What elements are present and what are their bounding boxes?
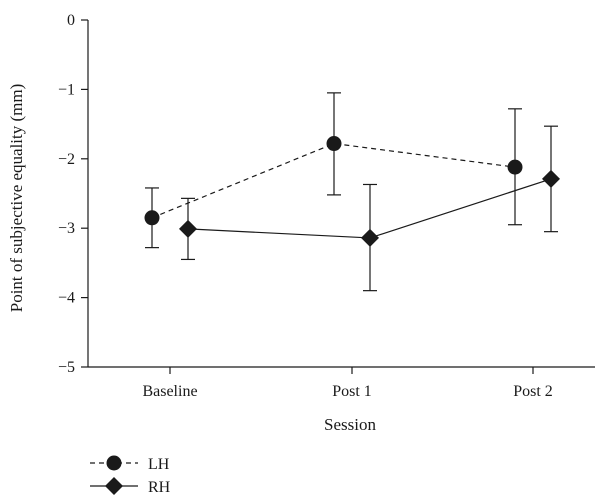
y-axis-ticks: 0 −1 −2 −3 −4 −5 bbox=[58, 12, 88, 376]
data-point-lh bbox=[144, 210, 160, 226]
series-lh bbox=[144, 92, 523, 249]
y-tick-label: −2 bbox=[58, 151, 75, 168]
legend-label: RH bbox=[148, 479, 171, 496]
y-tick-label: −1 bbox=[58, 81, 75, 98]
data-point-lh bbox=[326, 136, 342, 152]
y-tick-label: 0 bbox=[67, 12, 75, 29]
legend-label: LH bbox=[148, 456, 170, 473]
y-tick-label: −5 bbox=[58, 359, 75, 376]
x-axis-title: Session bbox=[324, 415, 376, 434]
series-rh bbox=[179, 125, 560, 292]
legend-marker bbox=[106, 455, 122, 471]
y-tick-label: −4 bbox=[58, 290, 75, 307]
x-tick-label: Post 1 bbox=[332, 383, 372, 400]
series-line-lh bbox=[151, 142, 516, 219]
legend: LH RH bbox=[90, 455, 171, 496]
legend-item-lh: LH bbox=[90, 455, 170, 473]
legend-item-rh: RH bbox=[90, 477, 171, 496]
x-tick-label: Baseline bbox=[142, 383, 197, 400]
x-axis-ticks: Baseline Post 1 Post 2 bbox=[142, 367, 553, 400]
axes bbox=[87, 20, 595, 368]
legend-marker bbox=[105, 477, 123, 495]
data-point-rh bbox=[361, 228, 379, 247]
data-point-rh bbox=[179, 219, 197, 238]
data-point-lh bbox=[507, 159, 523, 175]
x-tick-label: Post 2 bbox=[513, 383, 553, 400]
y-axis-title: Point of subjective equality (mm) bbox=[7, 84, 26, 313]
plot-area: 0 −1 −2 −3 −4 −5 Baseline Post 1 Post 2 bbox=[58, 12, 595, 400]
y-tick-label: −3 bbox=[58, 220, 75, 237]
data-point-rh bbox=[542, 169, 560, 188]
series-layer bbox=[144, 92, 560, 292]
